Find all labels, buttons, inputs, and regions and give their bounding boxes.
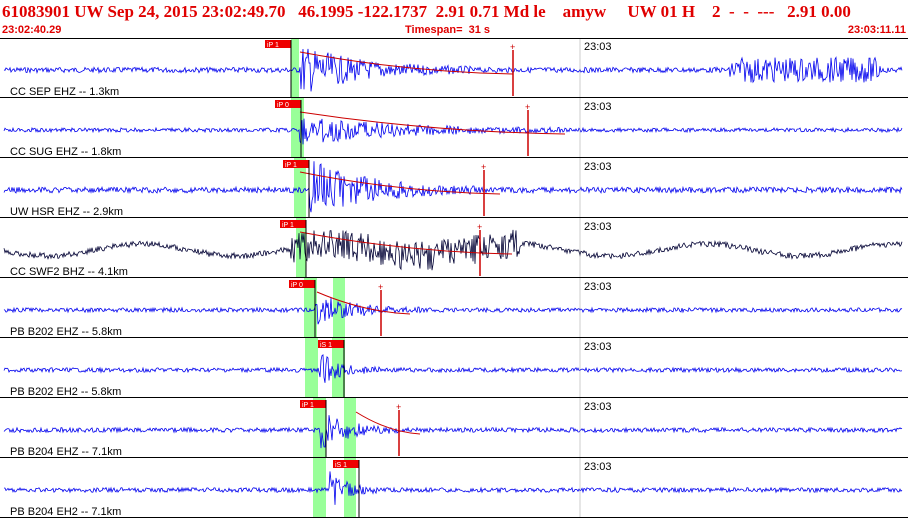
channel-label: PB B202 EH2 -- 5.8km [10, 386, 121, 398]
channel-row[interactable]: + iP 0 23:03 CC SUG EHZ -- 1.8km [0, 98, 908, 158]
minute-label: 23:03 [584, 281, 612, 293]
channel-label: UW HSR EHZ -- 2.9km [10, 206, 123, 218]
s-pick-label: iS 1 [320, 342, 332, 349]
p-pick-box [265, 40, 291, 48]
channel-label: PB B202 EHZ -- 5.8km [10, 326, 122, 338]
channel-label: PB B204 EH2 -- 7.1km [10, 506, 121, 518]
coda-plus: + [525, 102, 530, 112]
channel-row[interactable]: + iP 1 23:03 PB B204 EHZ -- 7.1km [0, 398, 908, 458]
p-pick-box [280, 220, 306, 228]
p-pick-box [300, 400, 326, 408]
pick-window [313, 398, 326, 458]
minute-label: 23:03 [584, 461, 612, 473]
pick-window [333, 278, 345, 338]
coda-plus: + [481, 162, 486, 172]
p-pick-label: iP 1 [285, 162, 297, 169]
pick-window [304, 278, 317, 338]
coda-envelope [299, 231, 513, 255]
waveform-trace [3, 471, 903, 505]
p-pick-box [275, 100, 301, 108]
channel-row[interactable]: + iP 1 23:03 CC SEP EHZ -- 1.3km [0, 38, 908, 98]
timespan: Timespan= 31 s [405, 24, 490, 36]
waveform-trace [3, 118, 903, 145]
waveform-trace [3, 297, 903, 325]
pick-window [344, 398, 356, 458]
coda-envelope [316, 291, 411, 315]
p-pick-label: iP 1 [282, 222, 294, 229]
coda-plus: + [510, 42, 515, 52]
waveform-trace [3, 415, 903, 449]
coda-plus: + [378, 282, 383, 292]
event-header: 61083901 UW Sep 24, 2015 23:02:49.70 46.… [2, 2, 851, 21]
seismogram-panel[interactable]: + iP 1 23:03 CC SEP EHZ -- 1.3km + iP 0 23:03 C… [0, 38, 908, 520]
s-pick-box [333, 460, 359, 468]
channel-row[interactable]: iS 1 23:03 PB B202 EH2 -- 5.8km [0, 338, 908, 398]
channel-label: CC SUG EHZ -- 1.8km [10, 146, 121, 158]
coda-plus: + [477, 222, 482, 232]
channel-row[interactable]: + iP 1 23:03 UW HSR EHZ -- 2.9km [0, 158, 908, 218]
minute-label: 23:03 [584, 161, 612, 173]
waveform-trace [3, 354, 903, 383]
channel-label: PB B204 EHZ -- 7.1km [10, 446, 122, 458]
p-pick-label: iP 1 [267, 42, 279, 49]
p-pick-box [289, 280, 315, 288]
timespan-value: 31 s [468, 24, 490, 36]
coda-plus: + [396, 402, 401, 412]
waveform-trace [3, 161, 903, 213]
p-pick-label: iP 1 [302, 402, 314, 409]
timespan-label: Timespan= [405, 24, 463, 36]
pick-window [305, 338, 318, 398]
minute-label: 23:03 [584, 221, 612, 233]
channel-row[interactable]: iS 1 23:03 PB B204 EH2 -- 7.1km [0, 458, 908, 518]
p-pick-label: iP 0 [291, 282, 303, 289]
waveform-trace [3, 229, 903, 271]
minute-label: 23:03 [584, 401, 612, 413]
minute-label: 23:03 [584, 41, 612, 53]
pick-window [313, 458, 326, 518]
end-time: 23:03:11.11 [847, 24, 906, 36]
start-time: 23:02:40.29 [2, 24, 62, 36]
channel-row[interactable]: + iP 1 23:03 CC SWF2 BHZ -- 4.1km [0, 218, 908, 278]
minute-label: 23:03 [584, 341, 612, 353]
coda-envelope [355, 411, 421, 435]
s-pick-label: iS 1 [335, 462, 347, 469]
channel-label: CC SEP EHZ -- 1.3km [10, 86, 119, 98]
p-pick-label: iP 0 [277, 102, 289, 109]
channel-row[interactable]: + iP 0 23:03 PB B202 EHZ -- 5.8km [0, 278, 908, 338]
waveform-trace [3, 48, 903, 92]
minute-label: 23:03 [584, 101, 612, 113]
channel-label: CC SWF2 BHZ -- 4.1km [10, 266, 128, 278]
s-pick-box [318, 340, 344, 348]
coda-envelope [299, 171, 501, 195]
coda-envelope [299, 111, 566, 135]
p-pick-box [283, 160, 309, 168]
coda-envelope [299, 51, 514, 75]
